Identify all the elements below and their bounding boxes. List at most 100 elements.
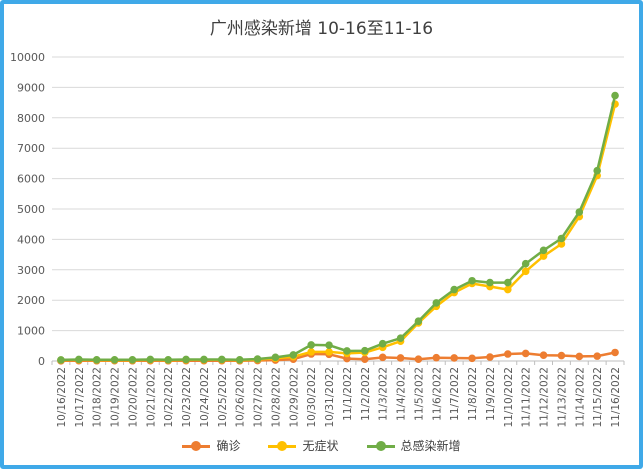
chart-title: 广州感染新增 10-16至11-16 [209, 19, 434, 39]
data-point-series-0 [557, 351, 566, 360]
data-point-series-2 [325, 341, 333, 349]
legend-item-0: 确诊 [182, 437, 240, 454]
x-tick-label: 11/5/2022 [413, 367, 425, 421]
data-point-series-0 [486, 353, 494, 361]
x-tick-label: 10/18/2022 [92, 367, 104, 428]
data-point-series-0 [593, 352, 601, 360]
data-point-series-2 [593, 166, 601, 175]
x-tick-label: 10/27/2022 [253, 367, 265, 428]
data-point-series-2 [289, 351, 298, 359]
x-tick-label: 10/19/2022 [110, 367, 122, 428]
legend-label: 总感染新增 [400, 439, 461, 453]
y-tick-label: 9000 [17, 81, 45, 94]
data-point-series-2 [235, 355, 244, 364]
x-tick-label: 11/16/2022 [610, 367, 622, 428]
data-point-series-2 [307, 341, 315, 349]
x-tick-label: 10/22/2022 [163, 367, 175, 428]
x-tick-label: 10/25/2022 [217, 367, 229, 428]
data-point-series-2 [57, 356, 65, 364]
data-point-series-2 [128, 355, 137, 364]
data-point-series-2 [343, 347, 351, 355]
data-point-series-2 [521, 259, 530, 268]
x-tick-label: 11/7/2022 [449, 367, 461, 421]
data-point-series-2 [468, 276, 476, 285]
x-tick-label: 10/23/2022 [181, 367, 193, 428]
data-point-series-0 [396, 354, 405, 362]
data-point-series-0 [361, 355, 369, 363]
x-tick-label: 11/11/2022 [521, 367, 533, 428]
data-point-series-2 [539, 246, 548, 255]
x-tick-label: 11/9/2022 [485, 367, 497, 421]
legend-swatch [268, 440, 297, 452]
data-point-series-0 [521, 349, 530, 358]
x-tick-label: 10/20/2022 [127, 367, 139, 428]
x-tick-label: 10/31/2022 [324, 367, 336, 428]
data-point-series-2 [414, 317, 423, 325]
x-tick-label: 11/10/2022 [503, 367, 515, 428]
data-point-series-2 [557, 234, 566, 243]
data-point-series-2 [271, 353, 280, 362]
chart-legend: 确诊 无症状 总感染新增 [0, 437, 643, 454]
x-tick-label: 11/1/2022 [342, 367, 354, 421]
data-point-series-2 [611, 91, 619, 100]
data-point-series-2 [182, 355, 190, 364]
legend-label: 确诊 [216, 439, 241, 453]
data-point-series-2 [396, 334, 405, 343]
x-tick-label: 11/15/2022 [592, 367, 604, 428]
data-point-series-0 [504, 350, 512, 358]
x-tick-label: 10/21/2022 [145, 367, 157, 428]
x-tick-label: 11/6/2022 [431, 367, 443, 421]
y-tick-label: 5000 [17, 203, 45, 216]
y-tick-label: 2000 [17, 294, 45, 307]
data-point-series-0 [611, 348, 619, 357]
data-point-series-2 [575, 208, 584, 216]
x-tick-label: 11/13/2022 [556, 367, 568, 428]
data-point-series-2 [146, 355, 155, 364]
y-tick-label: 6000 [17, 173, 45, 186]
y-tick-label: 0 [38, 355, 45, 368]
x-tick-label: 10/16/2022 [56, 367, 68, 428]
data-point-series-2 [378, 339, 387, 348]
data-point-series-2 [253, 355, 262, 363]
data-point-series-1 [325, 348, 333, 356]
y-tick-label: 3000 [17, 264, 45, 277]
x-tick-label: 10/17/2022 [74, 367, 86, 428]
y-tick-label: 4000 [17, 233, 45, 246]
series-line-2 [60, 95, 617, 362]
x-tick-label: 10/29/2022 [288, 367, 300, 428]
data-point-series-2 [504, 278, 512, 287]
x-tick-label: 11/14/2022 [574, 367, 586, 428]
data-point-series-2 [164, 355, 172, 364]
y-tick-label: 10000 [10, 51, 45, 64]
data-point-series-0 [468, 354, 476, 363]
data-point-series-0 [575, 352, 584, 361]
data-point-series-1 [307, 348, 315, 356]
y-tick-label: 8000 [17, 112, 45, 125]
data-point-series-1 [521, 267, 530, 276]
data-point-series-2 [361, 346, 369, 355]
data-point-series-2 [200, 355, 208, 364]
x-tick-label: 11/3/2022 [378, 367, 390, 421]
x-tick-label: 11/4/2022 [396, 367, 408, 421]
legend-item-1: 无症状 [268, 437, 339, 454]
data-point-series-2 [486, 278, 494, 287]
data-point-series-2 [432, 299, 441, 307]
x-tick-label: 10/28/2022 [270, 367, 282, 428]
data-point-series-2 [92, 355, 101, 364]
data-point-series-0 [378, 353, 387, 362]
legend-item-2: 总感染新增 [366, 437, 461, 454]
x-tick-label: 10/26/2022 [235, 367, 247, 428]
x-tick-label: 10/24/2022 [199, 367, 211, 428]
series-line-1 [60, 103, 617, 362]
legend-swatch [182, 440, 211, 452]
data-point-series-1 [504, 285, 512, 294]
x-tick-label: 11/8/2022 [467, 367, 479, 421]
legend-swatch [366, 440, 395, 452]
x-tick-label: 10/30/2022 [306, 367, 318, 428]
data-point-series-0 [414, 355, 423, 363]
y-tick-label: 7000 [17, 142, 45, 155]
data-point-series-2 [110, 355, 119, 364]
y-tick-label: 1000 [17, 325, 45, 338]
data-point-series-2 [450, 285, 458, 294]
